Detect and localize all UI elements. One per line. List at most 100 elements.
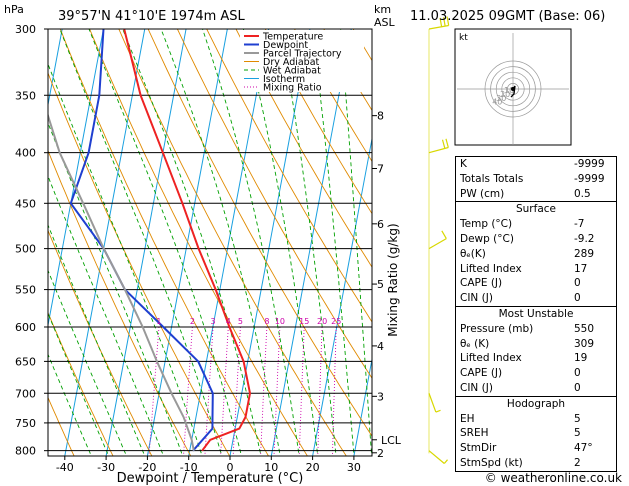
wet-adiabat-line bbox=[48, 269, 127, 456]
most-unstable-row: Lifted Index 19 bbox=[456, 351, 616, 366]
isotherm-line bbox=[48, 29, 104, 328]
surface-row: Dewp (°C) -9.2 bbox=[456, 232, 616, 247]
surface-label: Temp (°C) bbox=[460, 218, 513, 231]
mixing-ratio-label: 3 bbox=[211, 317, 216, 326]
most-unstable-row: CAPE (J) 0 bbox=[456, 366, 616, 381]
surface-row: Lifted Index 17 bbox=[456, 262, 616, 277]
wet-adiabat-line bbox=[59, 29, 223, 456]
hodograph-ring-label: 40 bbox=[492, 98, 502, 107]
most-unstable-label: Pressure (mb) bbox=[460, 322, 534, 335]
mixing-ratio-axis-title: Mixing Ratio (g/kg) bbox=[386, 223, 400, 336]
wet-adiabat-line bbox=[48, 175, 164, 456]
index-value: 0.5 bbox=[574, 187, 591, 200]
most-unstable-label: θₑ (K) bbox=[460, 337, 490, 350]
legend-entry: Parcel Trajectory bbox=[263, 49, 342, 60]
legend-entry: Isotherm bbox=[263, 74, 305, 85]
pressure-tick-label: 300 bbox=[15, 23, 36, 36]
index-label: Totals Totals bbox=[460, 172, 524, 185]
index-label: K bbox=[460, 158, 467, 170]
isotherm-line bbox=[146, 29, 228, 456]
wet-adiabat-line bbox=[122, 29, 262, 456]
pressure-tick-label: 350 bbox=[15, 89, 36, 102]
pressure-tick-label: 750 bbox=[15, 417, 36, 430]
hodograph-stat-label: EH bbox=[460, 412, 475, 425]
location-title: 39°57'N 41°10'E 1974m ASL bbox=[58, 9, 246, 24]
wet-adiabat-line bbox=[160, 29, 281, 456]
most-unstable-label: Lifted Index bbox=[460, 352, 522, 365]
height-tick-label: 2 bbox=[377, 447, 384, 460]
most-unstable-label: CIN (J) bbox=[460, 381, 493, 394]
legend-entry: Dewpoint bbox=[263, 40, 308, 51]
isotherm-line bbox=[64, 29, 146, 456]
dry-adiabat-line bbox=[48, 229, 153, 456]
hodograph-stat-value: 47° bbox=[574, 442, 593, 455]
wind-barb bbox=[428, 393, 437, 413]
mixing-ratio-label: 10 bbox=[275, 317, 285, 326]
mixing-ratio-label: 1 bbox=[156, 317, 161, 326]
most-unstable-row: θₑ (K) 309 bbox=[456, 337, 616, 352]
km-label: km bbox=[374, 3, 391, 16]
surface-value: 289 bbox=[574, 247, 595, 260]
hodograph-section-title: Hodograph bbox=[456, 395, 616, 412]
hodograph-stat-value: 5 bbox=[574, 412, 581, 425]
mixing-ratio-label: 25 bbox=[331, 317, 341, 326]
surface-value: 0 bbox=[574, 292, 581, 305]
temperature-tick-label: -20 bbox=[138, 461, 156, 474]
dry-adiabat-line bbox=[235, 29, 372, 268]
dry-adiabat-line bbox=[206, 29, 372, 323]
height-tick-label: 5 bbox=[377, 278, 384, 291]
pressure-tick-label: 500 bbox=[15, 243, 36, 256]
height-tick-label: 6 bbox=[377, 218, 384, 231]
hodograph-unit: kt bbox=[459, 33, 468, 43]
surface-label: CAPE (J) bbox=[460, 277, 503, 290]
hodograph-stat-value: 2 bbox=[574, 456, 581, 469]
wet-adiabat-line bbox=[279, 29, 337, 456]
pressure-tick-label: 450 bbox=[15, 197, 36, 210]
legend-entry: Mixing Ratio bbox=[263, 83, 322, 94]
wind-barb bbox=[428, 238, 447, 250]
height-tick-label: LCL bbox=[381, 434, 402, 447]
wind-barb bbox=[428, 24, 449, 30]
mixing-ratio-line bbox=[204, 326, 214, 456]
wet-adiabat-line bbox=[242, 29, 319, 456]
dry-adiabat-line bbox=[118, 29, 347, 456]
index-row: PW (cm) 0.5 bbox=[456, 187, 616, 202]
temperature-tick-label: -40 bbox=[56, 461, 74, 474]
wet-adiabat-line bbox=[340, 29, 372, 456]
x-axis-title: Dewpoint / Temperature (°C) bbox=[117, 471, 304, 486]
hodograph-stat-row: StmDir 47° bbox=[456, 441, 616, 456]
mixing-ratio-line bbox=[148, 326, 160, 456]
isotherm-line bbox=[105, 29, 187, 456]
hodograph-stat-value: 5 bbox=[574, 427, 581, 440]
isotherm-line bbox=[48, 29, 63, 108]
index-value: -9999 bbox=[574, 172, 605, 185]
most-unstable-row: CIN (J) 0 bbox=[456, 381, 616, 396]
hodograph-stat-label: StmSpd (kt) bbox=[460, 456, 523, 469]
pressure-tick-label: 600 bbox=[15, 321, 36, 334]
surface-row: θₑ(K) 289 bbox=[456, 247, 616, 262]
mixing-ratio-label: 15 bbox=[299, 317, 309, 326]
hodograph-stat-label: StmDir bbox=[460, 442, 497, 455]
height-tick-label: 4 bbox=[377, 340, 384, 353]
height-tick-label: 3 bbox=[377, 390, 384, 403]
pressure-tick-label: 800 bbox=[15, 445, 36, 458]
hodograph-stat-label: SREH bbox=[460, 427, 489, 440]
surface-value: 17 bbox=[574, 262, 588, 275]
temperature-tick-label: 0 bbox=[227, 461, 234, 474]
temperature-trace bbox=[123, 29, 252, 452]
mixing-ratio-line bbox=[183, 326, 193, 456]
copyright: © weatheronline.co.uk bbox=[485, 471, 622, 485]
most-unstable-label: CAPE (J) bbox=[460, 367, 503, 380]
mixing-ratio-label: 8 bbox=[264, 317, 269, 326]
hodograph-stat-row: EH 5 bbox=[456, 412, 616, 427]
dry-adiabat-line bbox=[48, 311, 114, 456]
wind-barb-flag bbox=[441, 139, 446, 149]
most-unstable-value: 550 bbox=[574, 322, 595, 335]
wet-adiabat-line bbox=[48, 121, 184, 456]
wet-adiabat-line bbox=[48, 223, 146, 456]
index-row: K -9999 bbox=[456, 157, 616, 172]
most-unstable-row: Pressure (mb) 550 bbox=[456, 322, 616, 337]
wet-adiabat-line bbox=[88, 29, 242, 456]
